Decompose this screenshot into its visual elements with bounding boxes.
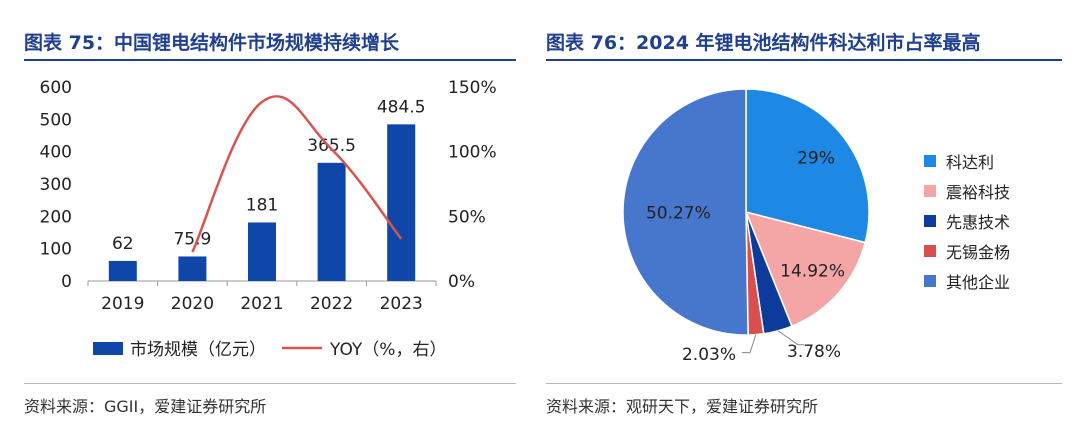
pie-legend-item: 其他企业 (924, 266, 1010, 296)
bar (108, 260, 137, 281)
bar-value-label: 484.5 (377, 97, 426, 117)
pie-value-label: 2.03% (682, 345, 736, 365)
yoy-line (191, 95, 403, 253)
bar (248, 222, 276, 281)
pie-legend-label: 科达利 (946, 153, 995, 172)
legend-bar-label: 市场规模（亿元） (130, 340, 266, 360)
y-right-tick-label: 150% (448, 78, 497, 98)
bar-value-label: 365.5 (307, 136, 356, 156)
pie-value-label: 29% (797, 149, 835, 169)
left-title-rule (24, 59, 516, 61)
left-chart-panel: 图表 75：中国锂电结构件市场规模持续增长 0 100 200 300 400 500 60… (0, 0, 520, 437)
pie-legend: 科达利震裕科技先惠技术无锡金杨其他企业 (924, 146, 1010, 296)
right-chart-panel: 图表 76：2024 年锂电池结构件科达利市占率最高 29% 14.92% 50.2… (540, 0, 1080, 437)
pie-legend-item: 科达利 (924, 146, 1010, 176)
right-chart-source: 资料来源：观研天下，爱建证券研究所 (546, 397, 819, 416)
right-chart-title: 图表 76：2024 年锂电池结构件科达利市占率最高 (546, 32, 981, 54)
pie-legend-label: 无锡金杨 (946, 243, 1011, 262)
x-tick-label: 2021 (240, 294, 283, 314)
y-tick-label: 0 (61, 272, 72, 292)
bar (387, 124, 416, 281)
legend-line-label: YOY（%，右） (329, 340, 446, 360)
bar (178, 256, 207, 281)
y-right-tick-label: 0% (448, 272, 475, 292)
pie-legend-item: 先惠技术 (924, 206, 1010, 236)
y-tick-label: 100 (40, 240, 72, 260)
x-tick-label: 2019 (101, 294, 144, 314)
pie-legend-swatch (924, 185, 936, 197)
pie-leader-line (741, 334, 757, 354)
y-tick-label: 200 (40, 207, 72, 227)
pie-legend-label: 先惠技术 (946, 213, 1011, 232)
pie-value-label: 14.92% (780, 261, 845, 281)
right-source-rule (546, 383, 1062, 384)
pie-legend-swatch (924, 215, 936, 227)
bar-value-label: 181 (246, 195, 278, 215)
pie-chart: 29% 14.92% 50.27% 3.78% 2.03% (622, 88, 870, 365)
pie-legend-swatch (924, 155, 936, 167)
pie-legend-label: 其他企业 (946, 273, 1011, 292)
y-tick-label: 400 (40, 143, 72, 163)
left-source-rule (24, 383, 516, 384)
pie-legend-label: 震裕科技 (946, 183, 1011, 202)
x-tick-label: 2020 (171, 294, 214, 314)
bar-value-label: 75.9 (173, 229, 211, 249)
legend-bar-swatch (93, 342, 123, 355)
pie-value-label: 50.27% (646, 204, 711, 224)
y-tick-label: 300 (40, 175, 72, 195)
pie-legend-swatch (924, 275, 936, 287)
pie-slice (744, 210, 867, 328)
x-tick-label: 2022 (310, 294, 353, 314)
pie-leader-line (777, 330, 805, 346)
right-title-rule (546, 59, 1062, 61)
pie-legend-swatch (924, 245, 936, 257)
x-tick-label: 2023 (380, 294, 423, 314)
bar-line-chart: 0 100 200 300 400 500 600 0% 50% 100% 150% 62 75.9 18… (40, 78, 497, 360)
pie-slice (622, 88, 749, 336)
left-chart-source: 资料来源：GGII，爱建证券研究所 (24, 397, 267, 416)
pie-value-label: 3.78% (787, 342, 841, 362)
pie-legend-item: 无锡金杨 (924, 236, 1010, 266)
left-chart-title: 图表 75：中国锂电结构件市场规模持续增长 (24, 32, 400, 54)
y-right-tick-label: 100% (448, 143, 497, 163)
y-tick-label: 600 (40, 78, 72, 98)
y-right-tick-label: 50% (448, 207, 486, 227)
pie-legend-item: 震裕科技 (924, 176, 1010, 206)
bar (317, 162, 346, 281)
bar-value-label: 62 (112, 234, 134, 254)
y-tick-label: 500 (40, 110, 72, 130)
pie-slice (745, 88, 870, 244)
